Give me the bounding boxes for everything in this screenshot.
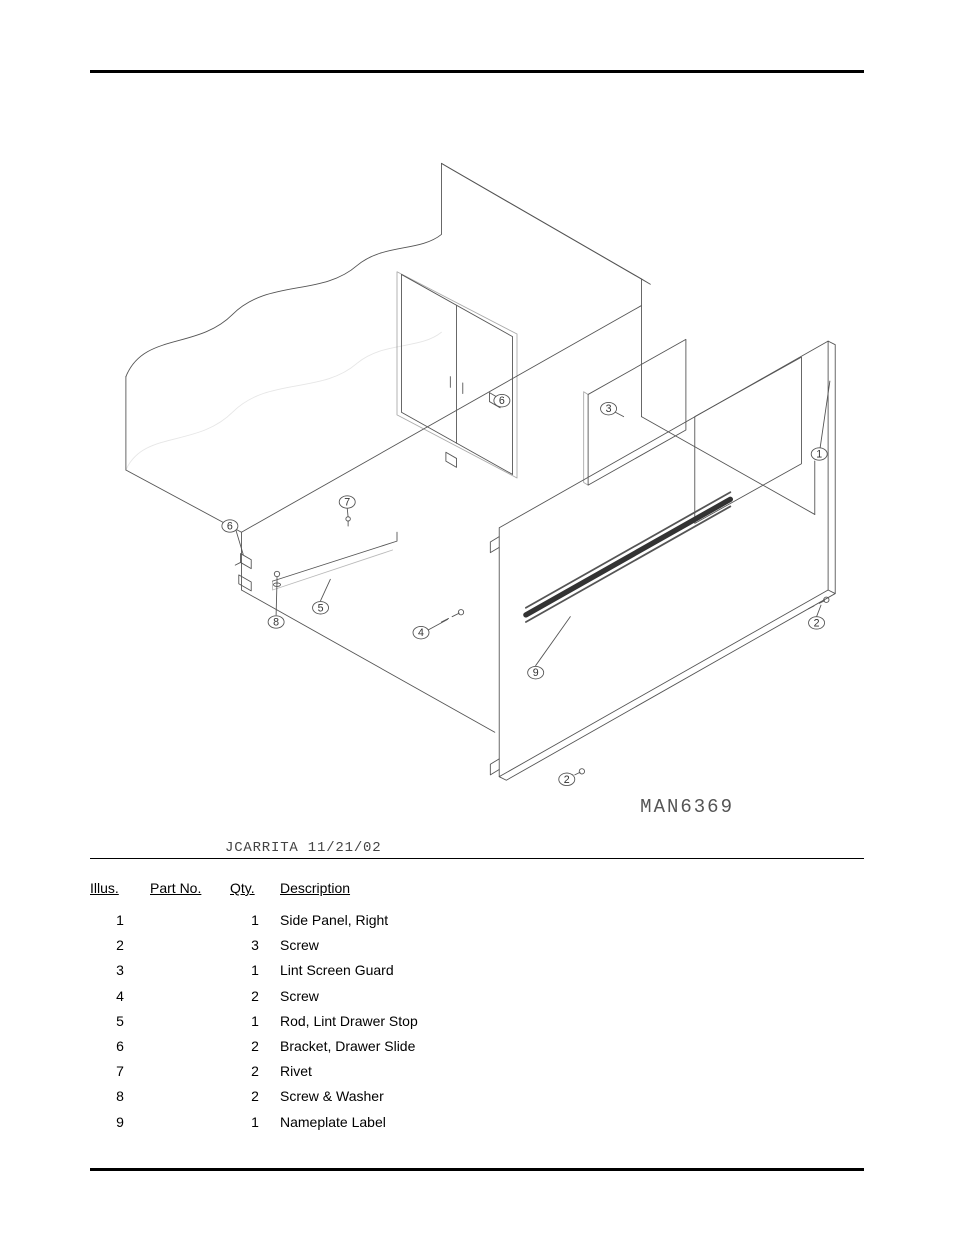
cell-illus: 5 — [90, 1009, 150, 1034]
cell-qty: 1 — [230, 1110, 280, 1135]
callout-balloon: 1 — [811, 448, 827, 461]
callout-balloon: 6 — [222, 520, 238, 533]
page: 12234566789 JCARRITA 11/21/02 MAN6369 Il… — [0, 0, 954, 1235]
cell-qty: 1 — [230, 958, 280, 983]
cell-desc: Bracket, Drawer Slide — [280, 1034, 864, 1059]
col-partno: Part No. — [150, 880, 230, 896]
cell-part — [150, 908, 230, 933]
cell-part — [150, 1034, 230, 1059]
cell-part — [150, 958, 230, 983]
callout-number: 1 — [816, 449, 822, 461]
callout-balloon: 5 — [313, 602, 329, 615]
col-illus: Illus. — [90, 880, 150, 896]
callout-balloon: 3 — [601, 402, 617, 415]
cell-illus: 9 — [90, 1110, 150, 1135]
table-row: 3 1Lint Screen Guard — [90, 958, 864, 983]
callout-number: 2 — [814, 617, 820, 629]
rule-bottom — [90, 1168, 864, 1171]
exploded-diagram: 12234566789 JCARRITA 11/21/02 MAN6369 — [90, 110, 864, 830]
cell-qty: 1 — [230, 908, 280, 933]
callout-number: 2 — [564, 774, 570, 786]
callout-number: 6 — [499, 395, 505, 407]
callout-balloon: 7 — [339, 496, 355, 509]
cell-qty: 1 — [230, 1009, 280, 1034]
cell-desc: Lint Screen Guard — [280, 958, 864, 983]
cell-illus: 8 — [90, 1084, 150, 1109]
cell-part — [150, 1084, 230, 1109]
cell-qty: 2 — [230, 1059, 280, 1084]
table-row: 6 2Bracket, Drawer Slide — [90, 1034, 864, 1059]
callout-balloon: 4 — [413, 626, 429, 639]
cell-qty: 3 — [230, 933, 280, 958]
cell-illus: 4 — [90, 984, 150, 1009]
table-row: 7 2Rivet — [90, 1059, 864, 1084]
cell-part — [150, 1059, 230, 1084]
cell-illus: 3 — [90, 958, 150, 983]
table-row: 4 2Screw — [90, 984, 864, 1009]
cell-qty: 2 — [230, 1034, 280, 1059]
cell-part — [150, 1110, 230, 1135]
cell-desc: Rod, Lint Drawer Stop — [280, 1009, 864, 1034]
table-row: 9 1Nameplate Label — [90, 1110, 864, 1135]
callout-balloon: 8 — [268, 616, 284, 629]
parts-table: Illus. Part No. Qty. Description 11Side … — [90, 880, 864, 1135]
parts-table-body: 11Side Panel, Right23Screw31Lint Screen … — [90, 908, 864, 1135]
callout-number: 3 — [606, 403, 612, 415]
diagram-drawing-id: MAN6369 — [640, 796, 734, 818]
callout-number: 7 — [344, 497, 350, 509]
callout-balloon: 6 — [494, 394, 510, 407]
table-row: 5 1Rod, Lint Drawer Stop — [90, 1009, 864, 1034]
callout-number: 8 — [273, 617, 279, 629]
callout-balloon: 2 — [809, 617, 825, 630]
rule-top — [90, 70, 864, 73]
callout-number: 4 — [418, 627, 424, 639]
diagram-credit: JCARRITA 11/21/02 — [225, 840, 381, 856]
cell-part — [150, 933, 230, 958]
cell-qty: 2 — [230, 1084, 280, 1109]
cell-desc: Screw — [280, 933, 864, 958]
cell-illus: 1 — [90, 908, 150, 933]
table-row: 8 2Screw & Washer — [90, 1084, 864, 1109]
col-qty: Qty. — [230, 880, 280, 896]
callout-number: 6 — [227, 521, 233, 533]
cell-desc: Rivet — [280, 1059, 864, 1084]
cell-illus: 6 — [90, 1034, 150, 1059]
cell-illus: 2 — [90, 933, 150, 958]
cell-qty: 2 — [230, 984, 280, 1009]
parts-table-header: Illus. Part No. Qty. Description — [90, 880, 864, 896]
callout-balloon: 2 — [559, 773, 575, 786]
table-row: 2 3Screw — [90, 933, 864, 958]
callout-balloon: 9 — [528, 666, 544, 679]
diagram-svg: 1 2 2 3 4 5 6 6 7 8 9 — [90, 110, 864, 830]
table-row: 11Side Panel, Right — [90, 908, 864, 933]
callout-number: 9 — [533, 667, 539, 679]
col-desc: Description — [280, 880, 864, 896]
cell-part — [150, 984, 230, 1009]
cell-desc: Screw — [280, 984, 864, 1009]
cell-illus: 7 — [90, 1059, 150, 1084]
callout-number: 5 — [318, 602, 324, 614]
cell-desc: Screw & Washer — [280, 1084, 864, 1109]
cell-desc: Nameplate Label — [280, 1110, 864, 1135]
rule-mid — [90, 858, 864, 859]
cell-desc: Side Panel, Right — [280, 908, 864, 933]
cell-part — [150, 1009, 230, 1034]
